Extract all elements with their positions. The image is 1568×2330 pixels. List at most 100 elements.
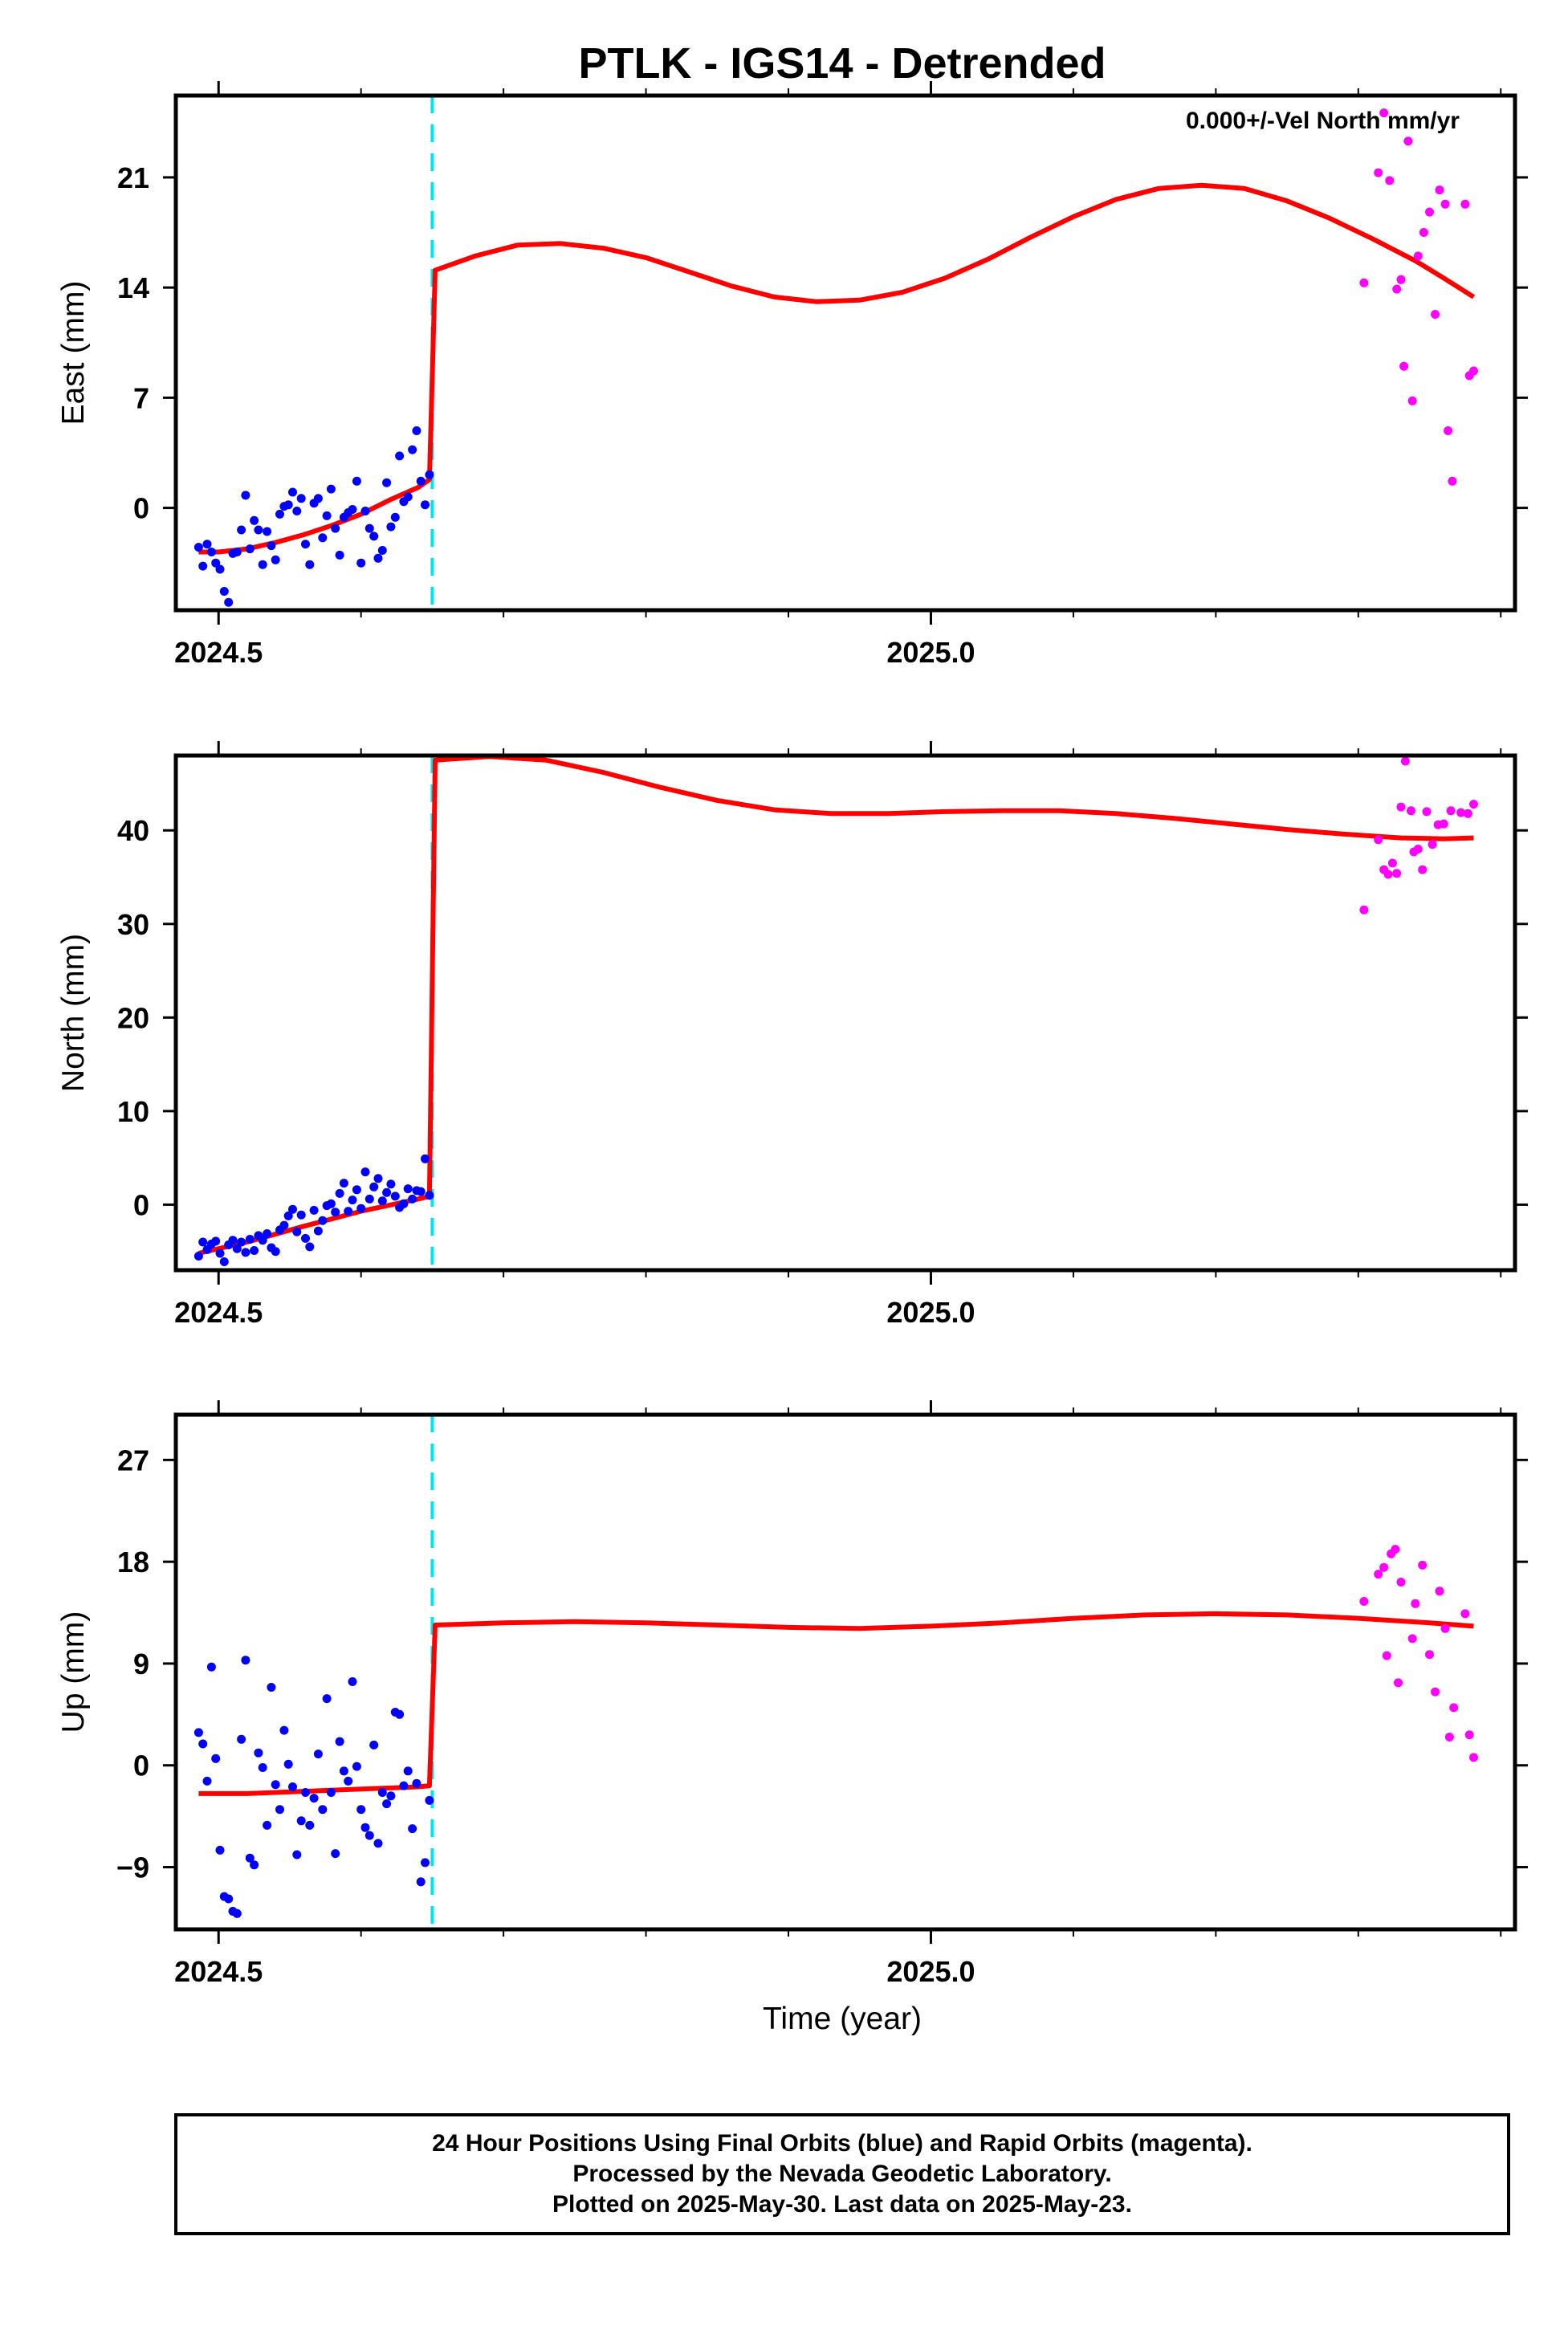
final-orbit-point — [322, 1694, 332, 1704]
y-tick-label: 0 — [133, 1188, 149, 1221]
final-orbit-point — [219, 1257, 229, 1266]
final-orbit-point — [416, 1877, 426, 1887]
final-orbit-point — [275, 1805, 284, 1815]
y-tick-label: 21 — [117, 161, 149, 194]
rapid-orbit-point — [1374, 168, 1383, 177]
y-axis-label: East (mm) — [56, 281, 91, 426]
final-orbit-point — [215, 1249, 225, 1258]
y-axis-label: North (mm) — [56, 934, 91, 1092]
final-orbit-point — [344, 1207, 353, 1216]
final-orbit-point — [408, 445, 417, 454]
rapid-orbit-point — [1425, 207, 1434, 217]
rapid-orbit-point — [1359, 905, 1369, 914]
y-tick-label: 40 — [117, 814, 149, 847]
final-orbit-point — [263, 527, 272, 536]
final-orbit-point — [356, 1204, 366, 1213]
final-orbit-point — [326, 1788, 336, 1797]
final-orbit-point — [254, 525, 263, 535]
rapid-orbit-point — [1403, 136, 1413, 146]
rapid-orbit-point — [1427, 840, 1437, 849]
final-orbit-point — [224, 1894, 234, 1904]
final-orbit-point — [403, 492, 413, 502]
final-orbit-point — [365, 523, 374, 533]
final-orbit-point — [279, 1220, 289, 1230]
rapid-orbit-point — [1392, 284, 1402, 294]
final-orbit-point — [211, 1754, 221, 1763]
final-orbit-point — [318, 1216, 328, 1225]
final-orbit-point — [390, 512, 400, 522]
final-orbit-point — [228, 1236, 238, 1245]
final-orbit-point — [198, 561, 208, 571]
panel-1: 0 7 14 21 2024.5 2025.0 East (mm) 0.000+/-Vel N… — [56, 81, 1528, 669]
final-orbit-point — [283, 1211, 293, 1220]
y-tick-label: 0 — [133, 492, 149, 525]
rapid-orbit-point — [1469, 800, 1478, 809]
final-orbit-point — [258, 1763, 267, 1772]
rapid-orbit-point — [1469, 1753, 1478, 1762]
y-axis-label: Up (mm) — [56, 1611, 91, 1733]
panels: 0 7 14 21 2024.5 2025.0 East (mm) 0.000+/-Vel N… — [56, 81, 1528, 1988]
final-orbit-point — [322, 511, 332, 520]
final-orbit-point — [193, 543, 203, 552]
final-orbit-point — [232, 548, 242, 556]
final-orbit-point — [403, 1766, 413, 1776]
rapid-orbit-point — [1425, 1650, 1434, 1660]
rapid-orbit-point — [1440, 199, 1450, 209]
final-orbit-point — [382, 478, 392, 487]
model-line — [198, 1611, 1474, 1796]
final-orbit-point — [313, 1226, 323, 1236]
rapid-orbit-point — [1449, 1703, 1459, 1713]
rapid-orbit-point — [1379, 108, 1389, 118]
rapid-orbit-point — [1439, 819, 1448, 829]
final-orbit-point — [250, 515, 259, 525]
final-orbit-point — [237, 1734, 246, 1744]
final-orbit-point — [352, 1762, 361, 1771]
final-orbit-point — [279, 1725, 289, 1735]
final-orbit-point — [250, 1860, 259, 1870]
final-orbit-point — [344, 1776, 353, 1786]
rapid-orbit-point — [1379, 1562, 1389, 1572]
final-orbit-point — [408, 1824, 417, 1834]
final-orbit-point — [425, 1191, 434, 1200]
final-orbit-point — [283, 1759, 293, 1769]
rapid-orbit-point — [1444, 426, 1453, 435]
rapid-orbit-point — [1460, 1609, 1470, 1619]
final-orbit-point — [412, 426, 422, 435]
y-tick-label: 18 — [117, 1546, 149, 1578]
final-orbit-point — [258, 560, 267, 569]
y-tick-label: 10 — [117, 1095, 149, 1128]
final-orbit-point — [288, 1204, 297, 1214]
rapid-orbit-point — [1382, 1651, 1391, 1660]
rapid-orbit-point — [1359, 1597, 1369, 1606]
rapid-orbit-point — [1460, 199, 1470, 209]
final-orbit-point — [331, 1849, 340, 1859]
final-orbit-point — [395, 451, 405, 461]
model-line — [198, 756, 1474, 1256]
final-orbit-point — [421, 1858, 430, 1868]
final-orbit-point — [369, 1182, 379, 1191]
final-orbit-point — [271, 555, 280, 564]
final-orbit-point — [296, 1210, 306, 1220]
final-orbit-point — [339, 1179, 348, 1188]
final-orbit-point — [198, 1739, 208, 1749]
rapid-orbit-point — [1431, 310, 1440, 319]
final-orbit-point — [382, 1187, 392, 1197]
final-orbit-point — [292, 1227, 302, 1236]
final-orbit-point — [258, 1236, 267, 1245]
y-tick-label: 0 — [133, 1750, 149, 1782]
final-orbit-point — [215, 1845, 225, 1855]
rapid-orbit-point — [1418, 1560, 1427, 1570]
rapid-orbit-point — [1448, 476, 1457, 486]
final-orbit-point — [305, 1242, 315, 1252]
x-axis-label: Time (year) — [763, 2002, 922, 2036]
final-orbit-point — [386, 1179, 396, 1189]
final-orbit-point — [421, 500, 430, 510]
final-orbit-point — [271, 1780, 280, 1790]
final-orbit-point — [403, 1184, 413, 1194]
panel-frame — [173, 1412, 1517, 1932]
rapid-orbit-point — [1463, 809, 1472, 818]
rapid-orbit-point — [1444, 1733, 1454, 1741]
final-orbit-point — [271, 1247, 280, 1257]
final-orbit-point — [335, 550, 344, 560]
final-orbit-point — [292, 507, 302, 515]
